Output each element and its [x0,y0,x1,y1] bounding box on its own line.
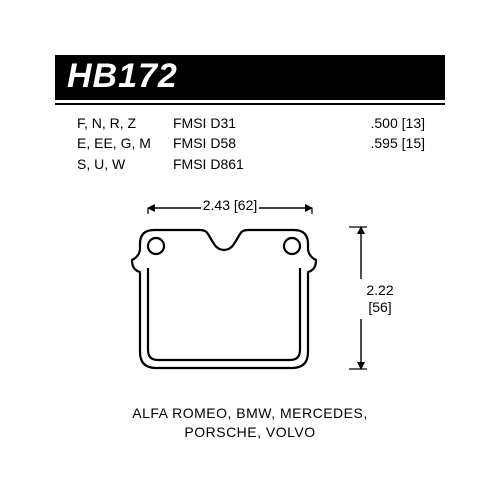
fmsi-line: FMSI D31 [173,113,303,133]
fmsi-column: FMSI D31 FMSI D58 FMSI D861 [173,113,303,174]
width-in: 2.43 [203,197,230,213]
height-in: 2.22 [355,282,405,299]
height-mm: [56] [355,299,405,316]
compounds-column: F, N, R, Z E, EE, G, M S, U, W [77,113,173,174]
width-mm: [62] [234,197,257,213]
compounds-line: F, N, R, Z [77,113,173,133]
thickness-line: .500 [13] [303,113,425,133]
fmsi-line: FMSI D58 [173,133,303,153]
part-number-header: HB172 [55,55,445,100]
compounds-line: S, U, W [77,154,173,174]
fmsi-line: FMSI D861 [173,154,303,174]
vehicle-list: ALFA ROMEO, BMW, MERCEDES, PORSCHE, VOLV… [55,394,445,443]
width-label: 2.43 [62] [145,197,315,213]
height-label: 2.22 [56] [355,282,405,316]
spec-card: HB172 F, N, R, Z E, EE, G, M S, U, W FMS… [55,55,445,445]
width-dimension: 2.43 [62] [145,194,305,217]
brake-pad-icon [130,222,330,382]
compounds-line: E, EE, G, M [77,133,173,153]
diagram-area: 2.43 [62] [55,184,445,394]
specs-row: F, N, R, Z E, EE, G, M S, U, W FMSI D31 … [55,105,445,182]
part-number: HB172 [67,57,178,95]
thickness-column: .500 [13] .595 [15] [303,113,435,174]
thickness-line: .595 [15] [303,133,425,153]
vehicles-line: ALFA ROMEO, BMW, MERCEDES, [65,404,435,424]
vehicles-line: PORSCHE, VOLVO [65,423,435,443]
